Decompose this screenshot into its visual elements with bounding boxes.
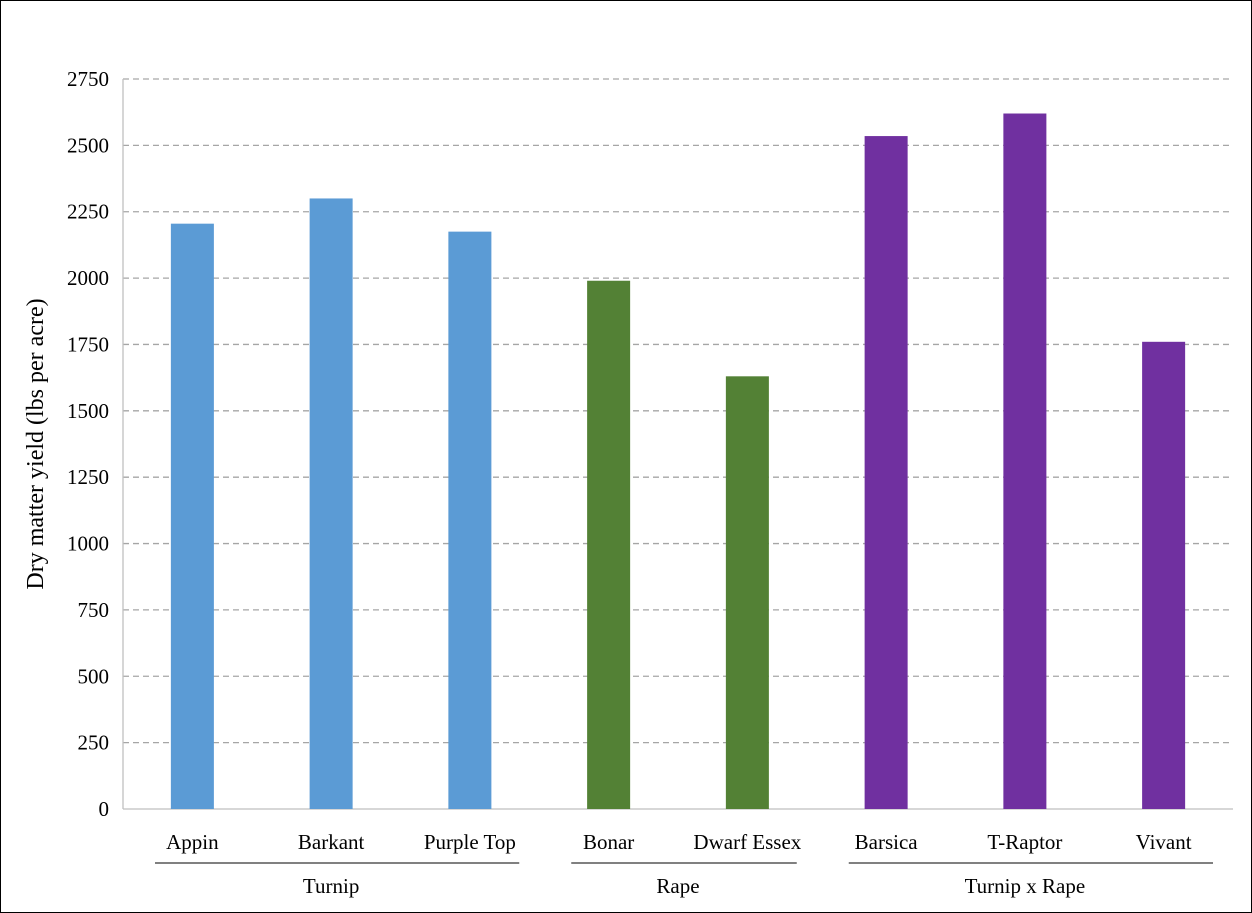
bar-barsica — [864, 136, 908, 809]
y-tick-750: 750 — [78, 598, 110, 622]
group-label-turnip: Turnip — [303, 874, 359, 898]
bar-bonar — [587, 280, 631, 809]
group-label-turnip-x-rape: Turnip x Rape — [965, 874, 1086, 898]
bar-vivant — [1142, 341, 1186, 809]
group-label-rape: Rape — [656, 874, 699, 898]
bars — [170, 113, 1186, 810]
y-tick-2750: 2750 — [67, 67, 109, 91]
gridlines — [123, 78, 1233, 744]
x-tick-barkant: Barkant — [298, 830, 365, 854]
x-tick-barsica: Barsica — [855, 830, 919, 854]
y-tick-1500: 1500 — [67, 399, 109, 423]
axes — [122, 79, 1233, 810]
y-tick-250: 250 — [78, 731, 110, 755]
x-tick-purple-top: Purple Top — [424, 830, 516, 854]
x-tick-dwarf-essex: Dwarf Essex — [693, 830, 801, 854]
y-tick-labels: 0 250 500 750 1000 1250 1500 1750 2000 2250 2500 27… — [67, 67, 109, 821]
x-tick-t-raptor: T-Raptor — [987, 830, 1062, 854]
y-tick-2000: 2000 — [67, 266, 109, 290]
y-axis-title: Dry matter yield (lbs per acre) — [23, 298, 49, 589]
y-tick-2500: 2500 — [67, 133, 109, 157]
bar-t-raptor — [1003, 113, 1047, 809]
x-tick-vivant: Vivant — [1136, 830, 1192, 854]
y-tick-1250: 1250 — [67, 465, 109, 489]
y-tick-1750: 1750 — [67, 332, 109, 356]
group-labels: Turnip Rape Turnip x Rape — [155, 862, 1213, 898]
y-tick-500: 500 — [78, 664, 110, 688]
bar-dwarf-essex — [725, 376, 769, 809]
bar-barkant — [309, 198, 353, 810]
y-tick-2250: 2250 — [67, 200, 109, 224]
y-tick-1000: 1000 — [67, 532, 109, 556]
bar-appin — [170, 223, 214, 809]
bar-purple-top — [448, 231, 492, 810]
x-tick-bonar: Bonar — [583, 830, 634, 854]
x-tick-labels: Appin Barkant Purple Top Bonar Dwarf Essex Ba… — [166, 830, 1192, 854]
y-tick-0: 0 — [99, 797, 110, 821]
x-tick-appin: Appin — [166, 830, 219, 854]
